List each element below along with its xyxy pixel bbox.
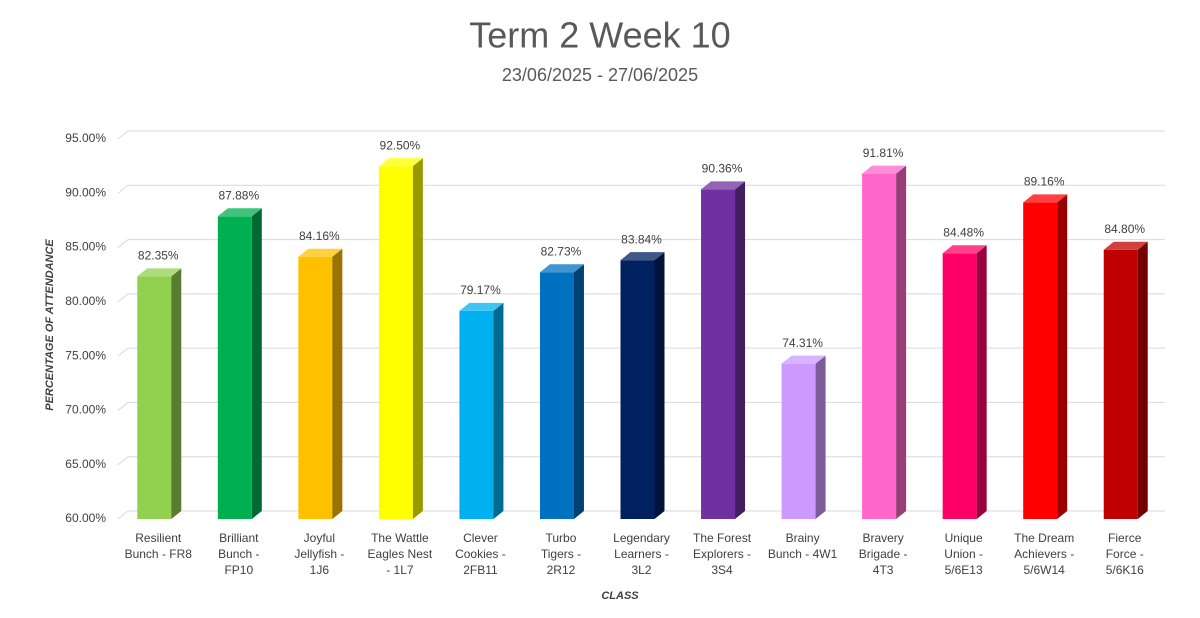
value-label: 87.88% <box>218 188 259 202</box>
value-label: 83.84% <box>621 232 662 246</box>
bar-side <box>654 252 665 519</box>
grid-line-side <box>117 402 129 411</box>
bar-front <box>539 272 574 519</box>
bar-front <box>620 260 655 519</box>
bar-top <box>459 302 504 311</box>
bar-side <box>332 248 343 520</box>
value-label: 92.50% <box>380 138 421 152</box>
bar-front <box>862 173 897 520</box>
chart-title: Term 2 Week 10 <box>469 15 730 56</box>
bar-top <box>781 355 826 364</box>
bar-top <box>1023 194 1068 203</box>
y-tick-label: 85.00% <box>65 240 106 254</box>
bar-top <box>298 248 343 257</box>
bar-top <box>620 252 665 261</box>
x-tick-label: Joyful Jellyfish -1J6 <box>294 531 344 577</box>
value-label: 82.35% <box>138 249 179 263</box>
grid-line-side <box>117 347 129 357</box>
bar-front <box>781 363 816 519</box>
bar-side <box>735 181 746 519</box>
x-tick-label: Clever Cookies -2FB11 <box>455 531 506 577</box>
x-tick-label: The Dream Achievers -5/6W14 <box>1014 531 1074 577</box>
bar-side <box>1057 194 1068 520</box>
y-tick-label: 75.00% <box>65 348 106 362</box>
bar-front <box>942 253 977 519</box>
bar-side <box>976 245 987 519</box>
bar-front <box>1023 202 1058 520</box>
bar-front <box>378 166 413 519</box>
bar-front <box>137 276 172 519</box>
value-label: 84.48% <box>943 225 984 239</box>
bar-side <box>493 302 504 519</box>
bar-top <box>701 181 746 190</box>
bar-side <box>815 355 826 519</box>
y-tick-label: 80.00% <box>65 294 106 308</box>
bar-top <box>862 165 907 174</box>
bar-front <box>701 189 736 519</box>
bar-top <box>1103 241 1148 250</box>
x-tick-label: Resilient Bunch - FR8 <box>125 531 193 561</box>
grid-line-side <box>117 456 129 466</box>
value-label: 89.16% <box>1024 175 1065 189</box>
bar-side <box>412 158 423 519</box>
x-tick-label: Legendary Learners -3L2 <box>613 531 670 577</box>
value-label: 79.17% <box>460 283 501 297</box>
value-label: 84.80% <box>1104 222 1145 236</box>
bar-front <box>217 216 252 519</box>
x-tick-label: The Wattle Eagles Nest - 1L7 <box>368 531 433 577</box>
x-axis-title: CLASS <box>601 590 639 602</box>
y-tick-label: 60.00% <box>65 511 106 525</box>
grid-line-side <box>117 239 129 248</box>
value-label: 74.31% <box>782 336 823 350</box>
value-label: 84.16% <box>299 229 340 243</box>
x-tick-label: The Forest Explorers -3S4 <box>693 531 752 577</box>
value-label: 91.81% <box>863 146 904 160</box>
grid-line-side <box>117 510 129 520</box>
bar-top <box>539 264 584 273</box>
bar-side <box>896 165 907 520</box>
bar-top <box>217 208 262 217</box>
bar-front <box>1103 249 1138 519</box>
y-tick-label: 95.00% <box>65 131 106 145</box>
x-tick-label: Bravery Brigade -4T3 <box>859 531 908 577</box>
value-label: 82.73% <box>541 244 582 258</box>
x-tick-label: Turbo Tigers -2R12 <box>541 531 581 577</box>
bar-top <box>942 245 987 254</box>
bar-side <box>1137 241 1148 519</box>
x-tick-label: Brainy Bunch - 4W1 <box>768 531 838 561</box>
y-tick-label: 65.00% <box>65 457 106 471</box>
y-axis-title: PERCENTAGE OF ATTENDANCE <box>44 239 56 411</box>
x-tick-label: Brilliant Bunch -FP10 <box>218 531 259 577</box>
bar-top <box>137 268 182 277</box>
chart-subtitle: 23/06/2025 - 27/06/2025 <box>502 65 698 85</box>
bar-side <box>251 208 262 519</box>
y-tick-label: 90.00% <box>65 185 106 199</box>
bar-side <box>573 264 584 519</box>
bar-front <box>459 310 494 519</box>
x-tick-label: Fierce Force -5/6K16 <box>1106 531 1144 577</box>
grid-line-side <box>117 130 129 140</box>
value-label: 90.36% <box>702 162 743 176</box>
x-tick-label: Unique Union -5/6E13 <box>944 531 983 577</box>
bar-top <box>378 158 423 167</box>
grid-line-side <box>117 184 129 194</box>
y-tick-label: 70.00% <box>65 403 106 417</box>
grid-line-side <box>117 293 129 303</box>
bar-front <box>298 256 333 519</box>
bar-side <box>171 268 182 519</box>
